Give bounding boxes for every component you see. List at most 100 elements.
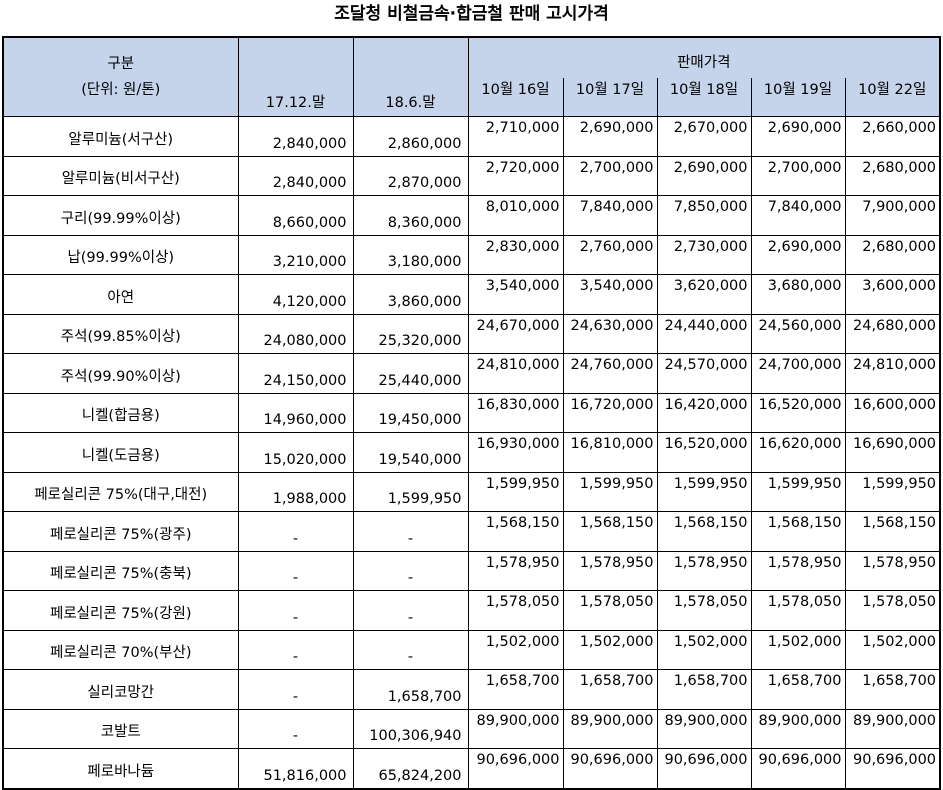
table-row: 페로실리콘 75%(강원) - -1,578,050 1,578,050 1,578,0…: [2, 590, 941, 631]
unit-label: (단위: 원/톤): [81, 82, 161, 98]
price-cell: 1,578,950: [750, 550, 846, 591]
price-cell: 2,870,000: [352, 155, 469, 196]
price-cell: 3,210,000: [237, 234, 354, 275]
price-cell: 8,360,000: [352, 195, 469, 236]
table-row: 알루미늄(서구산) 2,840,000 2,860,000 2,710,000 2,69…: [2, 116, 941, 157]
price-cell: 2,670,000: [656, 116, 752, 157]
price-cell: 16,420,000: [656, 392, 752, 433]
price-cell: 1,658,700: [352, 669, 469, 710]
row-label: 알루미늄(비서구산): [2, 155, 239, 196]
row-label: 실리코망간: [2, 669, 239, 710]
price-cell: 24,080,000: [237, 313, 354, 354]
price-cell: 1,578,050: [844, 590, 941, 631]
price-cell: 2,720,000: [467, 155, 564, 196]
table-row: 페로실리콘 70%(부산) - -1,502,000 1,502,000 1,502,0…: [2, 629, 941, 670]
price-cell: 1,578,950: [656, 550, 752, 591]
table-row: 코발트 -100,306,940 89,900,000 89,900,000 89,90…: [2, 708, 941, 749]
price-cell: -: [237, 708, 354, 749]
price-cell: 1,568,150: [562, 511, 658, 552]
column-header: 10월 17일: [562, 78, 658, 117]
price-cell: 1,578,950: [844, 550, 941, 591]
price-cell: 1,599,950: [656, 471, 752, 512]
price-cell: 1,568,150: [656, 511, 752, 552]
table-row: 페로바나듐 51,816,000 65,824,200 90,696,000 90,69…: [2, 748, 941, 789]
price-cell: 89,900,000: [750, 708, 846, 749]
price-cell: 1,578,950: [562, 550, 658, 591]
column-header: 10월 16일: [467, 78, 564, 117]
table-row: 구리(99.99%이상) 8,660,000 8,360,000 8,010,000 7…: [2, 195, 941, 236]
price-cell: 16,810,000: [562, 432, 658, 473]
price-cell: 1,658,700: [467, 669, 564, 710]
price-cell: 16,520,000: [656, 432, 752, 473]
price-cell: 2,680,000: [844, 234, 941, 275]
price-table: 구분 (단위: 원/톤) 판매가격 17.12.말 18.6.말 10월 16일 10…: [2, 36, 942, 790]
price-cell: 3,540,000: [467, 274, 564, 315]
price-cell: 4,120,000: [237, 274, 354, 315]
price-cell: 24,810,000: [467, 353, 564, 394]
price-cell: 3,620,000: [656, 274, 752, 315]
row-label: 알루미늄(서구산): [2, 116, 239, 157]
header-spacer: [352, 36, 469, 78]
price-cell: 2,860,000: [352, 116, 469, 157]
table-row: 페로실리콘 75%(충북) - -1,578,950 1,578,950 1,578,9…: [2, 550, 941, 591]
price-cell: 2,840,000: [237, 116, 354, 157]
row-label: 코발트: [2, 708, 239, 749]
column-header: 18.6.말: [352, 78, 469, 117]
price-cell: 2,830,000: [467, 234, 564, 275]
price-cell: 25,320,000: [352, 313, 469, 354]
price-cell: -: [237, 511, 354, 552]
table-row: 니켈(합금용) 14,960,000 19,450,000 16,830,000 16,…: [2, 392, 941, 433]
table-row: 페로실리콘 75%(광주) - -1,568,150 1,568,150 1,568,1…: [2, 511, 941, 552]
price-cell: 7,850,000: [656, 195, 752, 236]
price-cell: 2,660,000: [844, 116, 941, 157]
column-header: 17.12.말: [237, 78, 354, 117]
price-cell: -: [237, 629, 354, 670]
table-row: 주석(99.90%이상) 24,150,000 25,440,000 24,810,0…: [2, 353, 941, 394]
price-cell: 7,840,000: [562, 195, 658, 236]
row-label: 페로실리콘 75%(광주): [2, 511, 239, 552]
price-cell: 19,450,000: [352, 392, 469, 433]
category-label: 구분: [107, 56, 135, 72]
category-header: 구분 (단위: 원/톤): [2, 36, 239, 117]
price-cell: 3,180,000: [352, 234, 469, 275]
price-cell: 16,830,000: [467, 392, 564, 433]
price-cell: 1,578,050: [750, 590, 846, 631]
price-cell: 2,690,000: [750, 234, 846, 275]
row-label: 납(99.99%이상): [2, 234, 239, 275]
table-row: 납(99.99%이상) 3,210,000 3,180,000 2,830,000 2,…: [2, 234, 941, 275]
price-cell: 1,502,000: [562, 629, 658, 670]
price-cell: 89,900,000: [844, 708, 941, 749]
price-cell: 65,824,200: [352, 748, 469, 789]
price-cell: -: [237, 550, 354, 591]
price-cell: 24,680,000: [844, 313, 941, 354]
header-spacer: [237, 36, 354, 78]
price-cell: 90,696,000: [562, 748, 658, 789]
table-row: 아연 4,120,000 3,860,000 3,540,000 3,540,000 3,…: [2, 274, 941, 315]
price-cell: 8,010,000: [467, 195, 564, 236]
price-cell: 24,440,000: [656, 313, 752, 354]
price-cell: 1,502,000: [844, 629, 941, 670]
price-cell: -: [352, 550, 469, 591]
price-cell: 19,540,000: [352, 432, 469, 473]
price-cell: 16,690,000: [844, 432, 941, 473]
price-cell: 2,840,000: [237, 155, 354, 196]
price-cell: 3,600,000: [844, 274, 941, 315]
price-cell: 16,720,000: [562, 392, 658, 433]
price-cell: 2,730,000: [656, 234, 752, 275]
price-cell: 7,900,000: [844, 195, 941, 236]
price-cell: 90,696,000: [467, 748, 564, 789]
price-cell: 1,599,950: [844, 471, 941, 512]
row-label: 페로실리콘 75%(강원): [2, 590, 239, 631]
price-cell: -: [352, 511, 469, 552]
price-cell: 24,810,000: [844, 353, 941, 394]
price-cell: 24,670,000: [467, 313, 564, 354]
price-cell: 1,502,000: [656, 629, 752, 670]
price-cell: 1,658,700: [750, 669, 846, 710]
price-cell: 1,578,050: [656, 590, 752, 631]
table-row: 페로실리콘 75%(대구,대전) 1,988,000 1,599,950 1,599,…: [2, 471, 941, 512]
price-cell: 24,560,000: [750, 313, 846, 354]
price-cell: 1,578,050: [562, 590, 658, 631]
price-cell: 89,900,000: [656, 708, 752, 749]
price-cell: -: [352, 629, 469, 670]
price-cell: 2,700,000: [562, 155, 658, 196]
